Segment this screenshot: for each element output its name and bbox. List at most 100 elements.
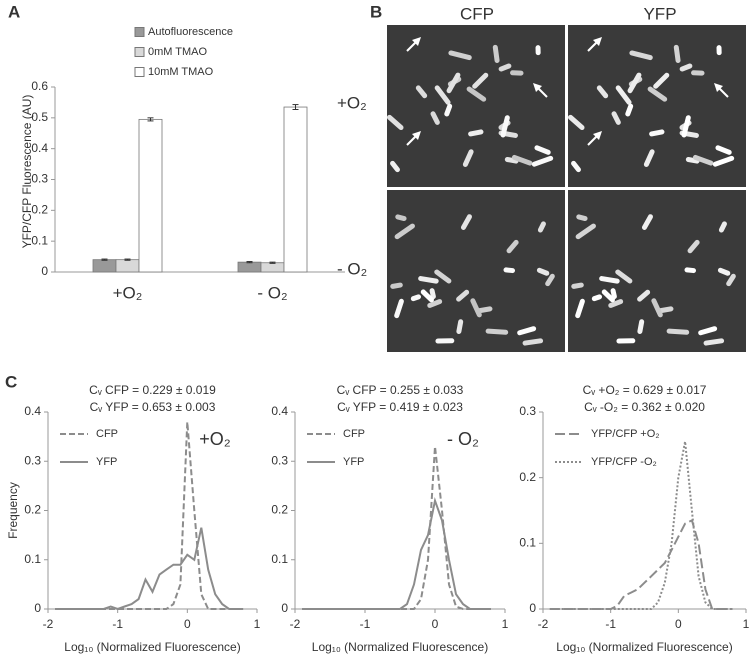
- error-bar: [269, 261, 276, 264]
- y-tick-label: 0.3: [31, 172, 48, 186]
- arrow-head: [714, 83, 723, 92]
- cell: [531, 155, 554, 167]
- cell: [536, 267, 550, 276]
- cell: [616, 338, 636, 344]
- cell: [466, 86, 487, 102]
- cell: [596, 85, 609, 99]
- y-tick-label: 0.2: [519, 470, 536, 484]
- y-tick-label: 0: [41, 264, 48, 278]
- bar: [237, 261, 262, 273]
- cell: [568, 114, 585, 131]
- y-tick-label: 0.2: [31, 203, 48, 217]
- cell: [716, 45, 722, 56]
- cell: [615, 269, 633, 284]
- y-tick-label: 0.1: [24, 552, 41, 566]
- y-tick-label: 0.4: [271, 404, 288, 418]
- cell: [599, 276, 620, 284]
- arrow-head: [593, 131, 602, 140]
- cell: [627, 72, 642, 94]
- cell: [608, 299, 624, 308]
- cell: [446, 72, 461, 94]
- x-tick-label: 0: [432, 617, 439, 631]
- cell: [430, 111, 440, 125]
- arrow-head: [533, 83, 542, 92]
- cell: [434, 269, 452, 284]
- arrow-head: [412, 37, 421, 46]
- cell: [420, 289, 434, 303]
- annotation: Cᵥ -O₂ = 0.362 ± 0.020: [584, 400, 705, 414]
- cell: [673, 44, 681, 64]
- cell: [575, 298, 585, 319]
- annotation: Cᵥ +O₂ = 0.629 ± 0.017: [583, 383, 707, 397]
- cell: [500, 115, 510, 138]
- cell: [653, 72, 670, 89]
- legend-label: YFP: [343, 456, 364, 468]
- micrograph: [568, 25, 746, 187]
- x-tick-label: - O₂: [257, 283, 287, 302]
- cell: [712, 155, 735, 167]
- cell: [703, 338, 725, 346]
- legend-label: YFP/CFP +O₂: [591, 428, 660, 440]
- cell: [611, 111, 621, 125]
- cell: [591, 294, 603, 302]
- x-tick-label: 1: [502, 617, 509, 631]
- y-tick-label: 0.4: [31, 141, 48, 155]
- cell: [390, 160, 400, 173]
- column-label: CFP: [460, 4, 494, 23]
- cell: [534, 145, 551, 155]
- cell: [394, 223, 415, 240]
- legend-label: YFP: [96, 456, 117, 468]
- panel-condition: +O₂: [199, 429, 231, 449]
- x-tick-label: -1: [360, 617, 371, 631]
- x-tick-label: 1: [743, 617, 750, 631]
- cell: [726, 273, 736, 287]
- line-series: [549, 518, 733, 610]
- cell: [615, 85, 632, 105]
- error-bar: [246, 261, 253, 264]
- x-tick-label: -2: [43, 617, 54, 631]
- x-axis-label: Log₁₀ (Normalized Fluorescence): [556, 640, 732, 654]
- y-tick-label: 0.3: [24, 453, 41, 467]
- line-series: [302, 496, 491, 610]
- y-axis-label: Frequency: [6, 482, 20, 539]
- legend-label: 0mM TMAO: [148, 46, 208, 58]
- y-tick-label: 0: [34, 601, 41, 615]
- error-bar: [292, 104, 299, 111]
- x-tick-label: +O₂: [113, 283, 143, 302]
- cell: [666, 328, 690, 335]
- bar: [138, 118, 163, 273]
- cell: [415, 85, 428, 99]
- error-bar: [124, 258, 131, 261]
- cell: [435, 338, 455, 344]
- cell: [679, 63, 693, 72]
- line-series: [302, 446, 491, 610]
- arrow-head: [593, 37, 602, 46]
- bar: [260, 262, 285, 273]
- legend-label: YFP/CFP -O₂: [591, 456, 657, 468]
- cell: [506, 239, 519, 254]
- cell: [717, 267, 731, 276]
- cell: [649, 129, 665, 137]
- cell: [510, 70, 524, 76]
- legend-label: CFP: [343, 428, 365, 440]
- cell: [410, 294, 422, 302]
- bar: [115, 259, 140, 273]
- y-tick-label: 0.1: [519, 536, 536, 550]
- cell: [390, 282, 403, 289]
- cell: [522, 338, 544, 346]
- cell: [687, 239, 700, 254]
- cell: [601, 289, 615, 303]
- y-tick-label: 0: [281, 601, 288, 615]
- bar: [283, 106, 308, 273]
- cell: [387, 114, 404, 131]
- cell: [456, 319, 464, 334]
- x-tick-label: -1: [605, 617, 616, 631]
- legend-label: CFP: [96, 428, 118, 440]
- error-bar: [147, 117, 154, 122]
- cell: [503, 267, 516, 274]
- cell: [535, 45, 541, 56]
- x-tick-label: -1: [112, 617, 123, 631]
- row-label: - O₂: [337, 259, 367, 278]
- cell: [485, 328, 509, 335]
- error-bar: [101, 258, 108, 261]
